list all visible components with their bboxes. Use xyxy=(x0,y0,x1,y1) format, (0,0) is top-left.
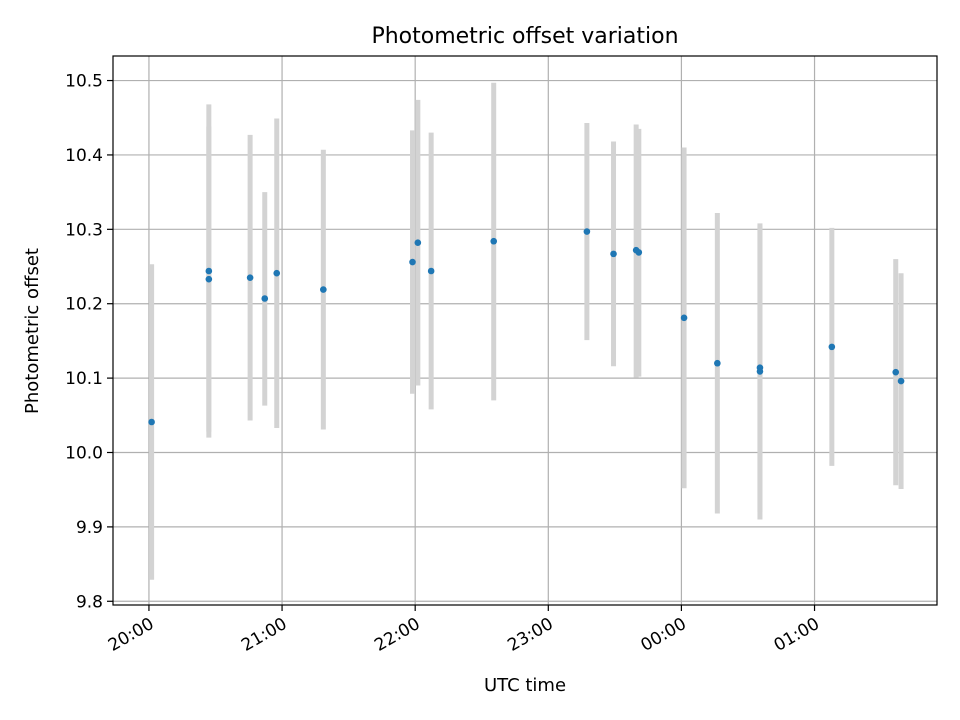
y-tick-label: 10.4 xyxy=(65,146,103,166)
data-point xyxy=(205,275,213,283)
plot-frame xyxy=(112,55,938,606)
data-point xyxy=(409,258,416,266)
data-point xyxy=(427,267,435,275)
data-point xyxy=(205,267,213,275)
y-tick-label: 9.8 xyxy=(76,592,103,612)
data-point xyxy=(897,377,905,385)
y-axis-ticks: 9.8 9.9 10.0 10.1 10.2 10.3 10.4 10.5 xyxy=(65,72,113,612)
y-axis-label: Photometric offset xyxy=(22,248,43,414)
data-point xyxy=(680,314,688,322)
y-tick-label: 10.1 xyxy=(65,369,103,389)
data-point xyxy=(610,250,617,258)
data-point xyxy=(583,228,591,235)
x-axis-label: UTC time xyxy=(484,675,566,696)
data-point xyxy=(148,418,155,426)
y-tick-label: 9.9 xyxy=(76,518,103,538)
data-point xyxy=(320,286,327,293)
data-point xyxy=(756,368,764,375)
data-point xyxy=(635,249,643,256)
data-point xyxy=(828,343,836,351)
y-tick-label: 10.3 xyxy=(65,220,103,240)
data-point xyxy=(892,368,900,376)
data-point xyxy=(273,269,281,277)
y-tick-label: 10.5 xyxy=(65,72,103,92)
y-tick-label: 10.0 xyxy=(65,444,103,464)
data-point xyxy=(490,237,498,245)
data-point xyxy=(261,295,269,302)
data-point xyxy=(246,274,254,281)
data-point xyxy=(714,359,721,367)
y-tick-label: 10.2 xyxy=(65,295,103,315)
data-points xyxy=(148,228,905,426)
data-point xyxy=(414,239,422,247)
chart-title: Photometric offset variation xyxy=(371,24,678,49)
